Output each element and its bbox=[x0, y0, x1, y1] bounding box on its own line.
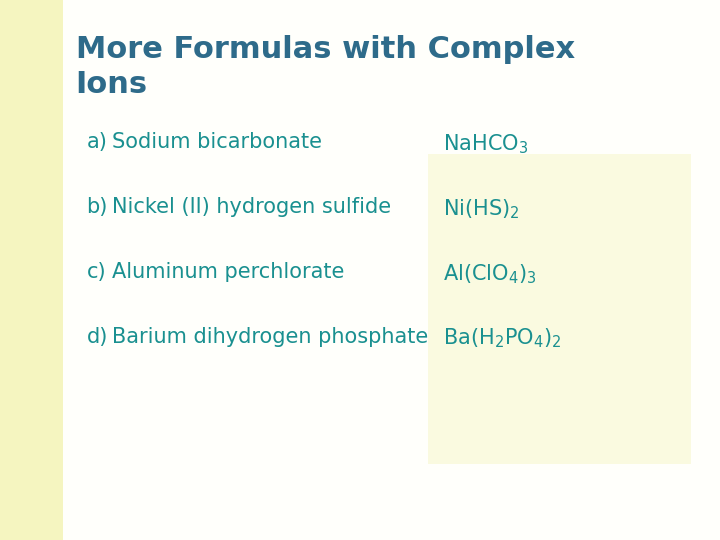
Text: c): c) bbox=[86, 262, 106, 282]
Text: a): a) bbox=[86, 132, 107, 152]
Text: Ba(H$_2$PO$_4$)$_2$: Ba(H$_2$PO$_4$)$_2$ bbox=[443, 327, 561, 350]
Bar bbox=[0, 0, 63, 540]
Bar bbox=[428, 154, 691, 464]
Text: d): d) bbox=[86, 327, 108, 347]
Text: Nickel (II) hydrogen sulfide: Nickel (II) hydrogen sulfide bbox=[112, 197, 391, 217]
Text: More Formulas with Complex: More Formulas with Complex bbox=[76, 35, 575, 64]
Text: b): b) bbox=[86, 197, 108, 217]
Text: Aluminum perchlorate: Aluminum perchlorate bbox=[112, 262, 344, 282]
Text: Al(ClO$_4$)$_3$: Al(ClO$_4$)$_3$ bbox=[443, 262, 536, 286]
Text: Ions: Ions bbox=[76, 70, 148, 99]
Text: Barium dihydrogen phosphate: Barium dihydrogen phosphate bbox=[112, 327, 428, 347]
Text: Sodium bicarbonate: Sodium bicarbonate bbox=[112, 132, 322, 152]
Text: NaHCO$_3$: NaHCO$_3$ bbox=[443, 132, 528, 156]
Text: Ni(HS)$_2$: Ni(HS)$_2$ bbox=[443, 197, 520, 221]
